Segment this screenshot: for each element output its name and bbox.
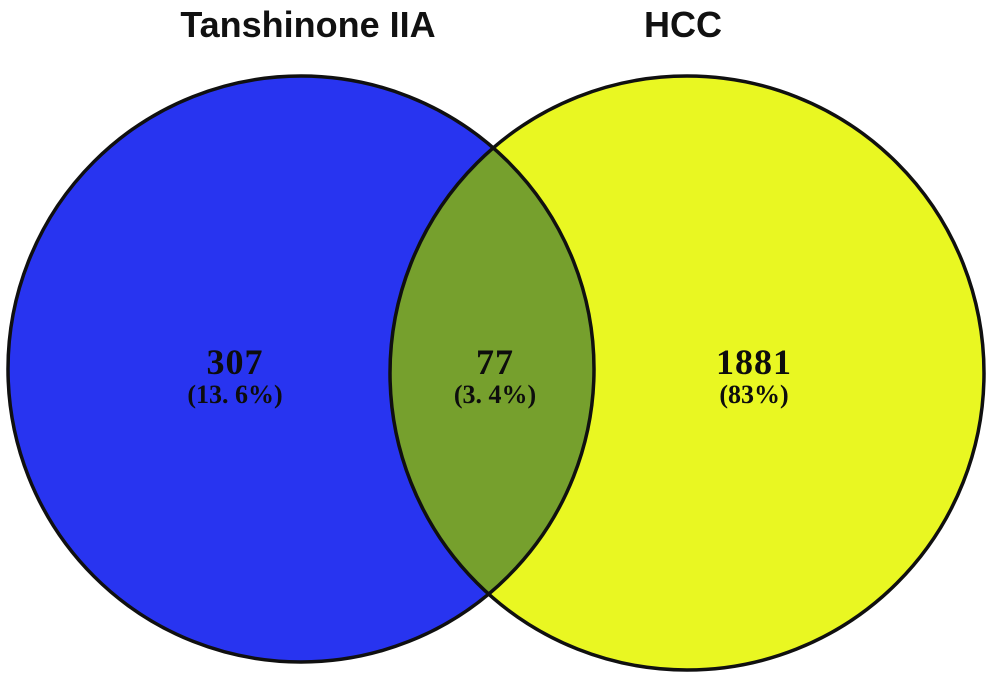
left-only-percent: (13. 6%) [187,380,283,409]
right-set-title: HCC [644,4,722,45]
overlap-count: 77 [476,342,514,382]
left-set-outline [6,74,596,664]
right-only-percent: (83%) [719,380,789,409]
right-only-count: 1881 [716,342,792,382]
overlap-label: 77 (3. 4%) [385,343,605,409]
overlap-region [390,76,594,662]
right-set-outline [388,74,986,672]
right-only-label: 1881 (83%) [644,343,864,409]
left-only-count: 307 [206,342,264,382]
overlap-percent: (3. 4%) [453,380,537,409]
left-set-title: Tanshinone IIA [180,4,436,45]
left-only-label: 307 (13. 6%) [125,343,345,409]
